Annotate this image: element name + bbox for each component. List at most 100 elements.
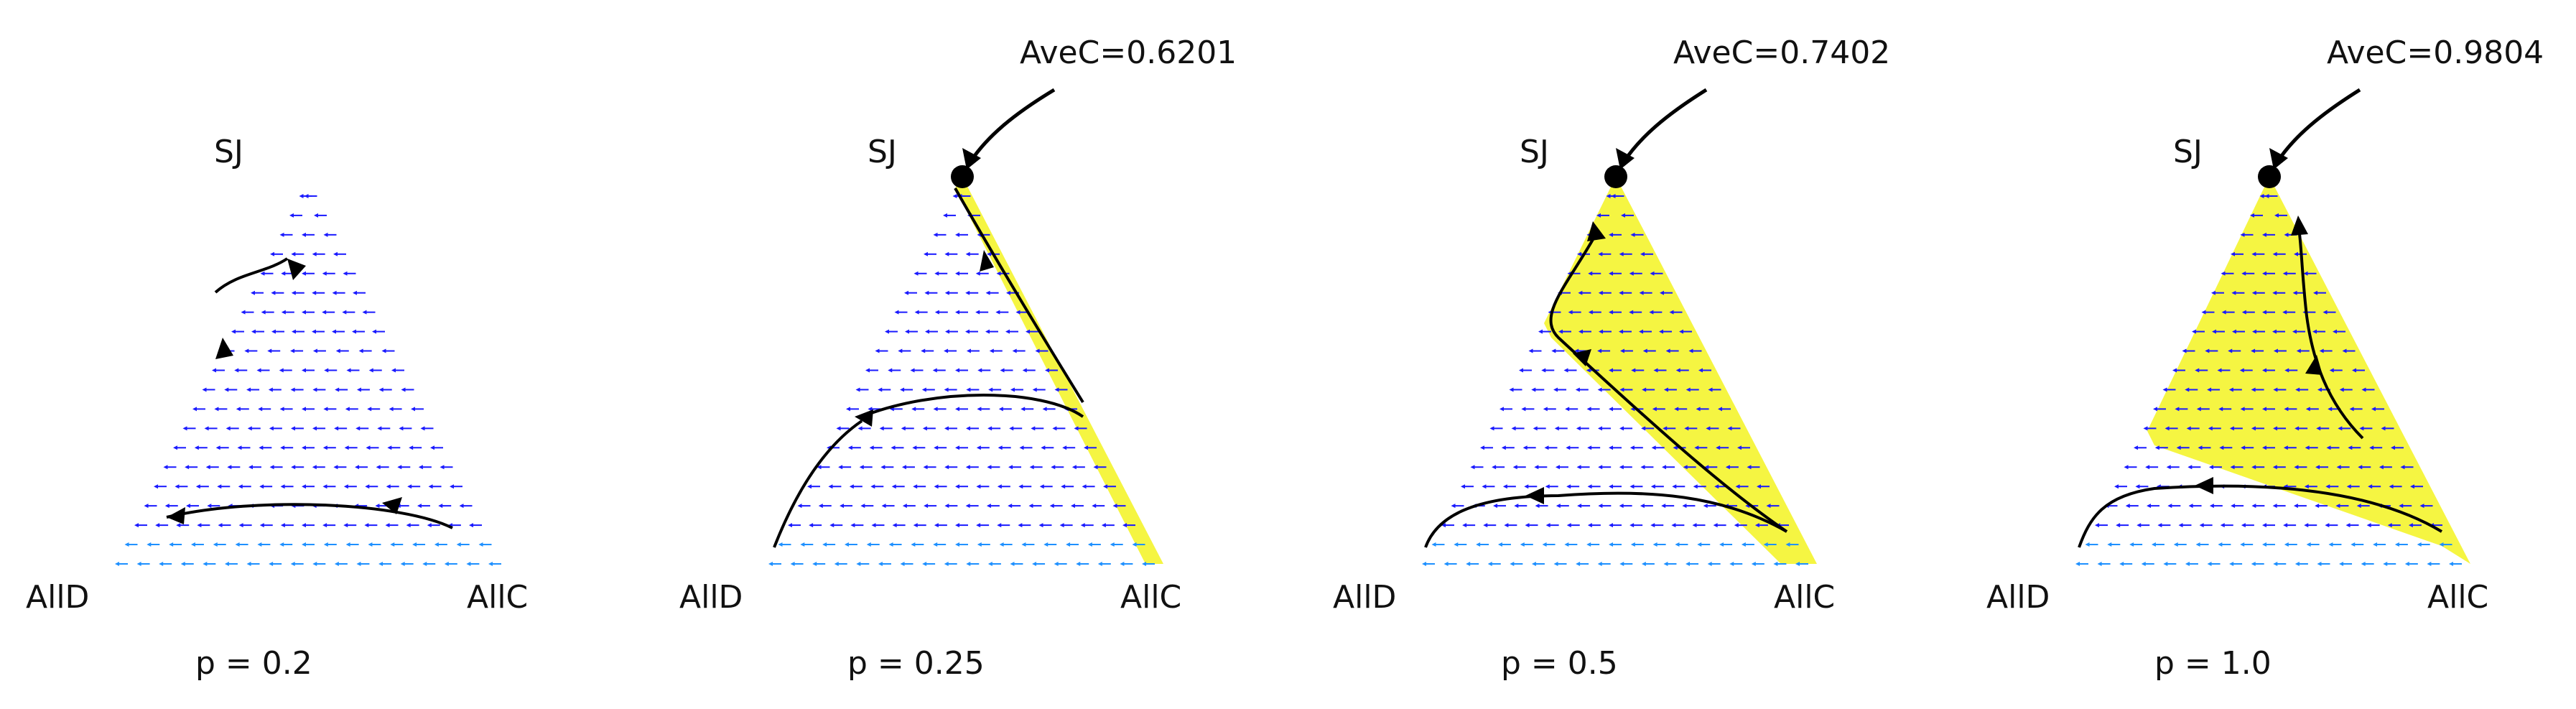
vertex-label-top: SJ bbox=[2173, 134, 2203, 170]
field-arrowhead bbox=[881, 504, 886, 509]
field-arrowhead bbox=[1704, 465, 1709, 470]
field-arrowhead bbox=[1093, 465, 1098, 470]
field-arrowhead bbox=[1650, 271, 1655, 276]
field-arrowhead bbox=[1785, 542, 1790, 547]
field-arrowhead bbox=[1556, 504, 1561, 509]
field-arrowhead bbox=[1531, 562, 1536, 566]
field-arrowhead bbox=[976, 523, 981, 528]
field-arrowhead bbox=[224, 387, 229, 392]
field-arrowhead bbox=[1619, 426, 1624, 431]
field-arrowhead bbox=[1466, 562, 1471, 566]
field-arrowhead bbox=[975, 310, 980, 315]
field-arrowhead bbox=[2361, 387, 2366, 392]
field-arrowhead bbox=[271, 290, 276, 295]
field-arrowhead bbox=[378, 562, 383, 566]
field-arrowhead bbox=[343, 484, 348, 489]
field-arrowhead bbox=[1032, 387, 1037, 392]
field-arrowhead bbox=[356, 387, 361, 392]
field-arrowhead bbox=[279, 542, 284, 547]
field-arrowhead bbox=[248, 465, 253, 470]
field-arrowhead bbox=[1734, 523, 1739, 528]
field-arrowhead bbox=[1544, 445, 1549, 450]
field-arrowhead bbox=[836, 426, 841, 431]
field-arrowhead bbox=[1716, 445, 1721, 450]
field-arrowhead bbox=[933, 232, 938, 237]
field-arrowhead bbox=[976, 484, 981, 489]
field-arrowhead bbox=[2292, 290, 2297, 295]
field-arrowhead bbox=[1609, 310, 1613, 315]
field-arrowhead bbox=[1522, 445, 1528, 450]
field-arrowhead bbox=[290, 348, 295, 353]
field-arrowhead bbox=[847, 445, 852, 450]
field-arrowhead bbox=[322, 271, 327, 276]
field-arrowhead bbox=[788, 523, 792, 528]
field-arrowhead bbox=[2241, 523, 2246, 528]
field-arrowhead bbox=[2359, 426, 2364, 431]
field-arrowhead bbox=[1619, 329, 1623, 334]
vertex-label-left: AllD bbox=[679, 579, 743, 616]
field-arrowhead bbox=[965, 465, 970, 470]
field-arrowhead bbox=[2339, 387, 2344, 392]
field-arrowhead bbox=[2317, 387, 2322, 392]
field-arrowhead bbox=[870, 484, 875, 489]
field-arrowhead bbox=[1538, 329, 1543, 334]
field-arrowhead bbox=[1663, 562, 1668, 566]
field-arrowhead bbox=[2399, 504, 2404, 509]
field-arrowhead bbox=[952, 193, 957, 198]
field-arrowhead bbox=[292, 329, 296, 334]
field-arrowhead bbox=[1031, 426, 1036, 431]
field-arrowhead bbox=[2207, 562, 2212, 566]
field-arrowhead bbox=[822, 542, 827, 547]
field-arrowhead bbox=[1519, 368, 1523, 373]
field-arrowhead bbox=[868, 407, 873, 412]
field-arrowhead bbox=[2231, 290, 2236, 295]
field-arrowhead bbox=[891, 484, 896, 489]
field-arrowhead bbox=[1502, 484, 1507, 489]
field-arrowhead bbox=[1087, 542, 1092, 547]
field-arrowhead bbox=[2262, 368, 2266, 373]
field-arrowhead bbox=[1565, 407, 1570, 412]
field-arrowhead bbox=[2208, 465, 2213, 470]
field-arrowhead bbox=[871, 523, 876, 528]
field-arrowhead bbox=[362, 310, 367, 315]
field-arrowhead bbox=[456, 542, 461, 547]
field-arrowhead bbox=[469, 523, 473, 528]
field-arrowhead bbox=[812, 562, 817, 566]
field-arrowhead bbox=[2282, 310, 2287, 315]
field-arrowhead bbox=[2449, 562, 2453, 566]
field-arrowhead bbox=[147, 542, 152, 547]
field-arrowhead bbox=[345, 542, 350, 547]
field-arrowhead bbox=[1669, 310, 1674, 315]
field-arrowhead bbox=[312, 348, 317, 353]
field-arrowhead bbox=[1045, 368, 1049, 373]
field-arrowhead bbox=[944, 504, 949, 509]
field-arrowhead bbox=[353, 290, 357, 295]
field-arrowhead bbox=[1684, 426, 1689, 431]
field-arrowhead bbox=[1101, 523, 1106, 528]
field-arrowhead bbox=[1665, 348, 1670, 353]
field-arrowhead bbox=[2387, 523, 2392, 528]
field-arrowhead bbox=[261, 310, 266, 315]
field-arrowhead bbox=[1640, 465, 1645, 470]
field-arrowhead bbox=[281, 310, 286, 315]
field-arrowhead bbox=[1619, 504, 1624, 509]
field-arrowhead bbox=[1587, 445, 1592, 450]
field-arrowhead bbox=[1082, 484, 1087, 489]
field-arrowhead bbox=[2251, 562, 2256, 566]
field-arrowhead bbox=[2272, 504, 2277, 509]
field-arrowhead bbox=[888, 368, 893, 373]
field-arrowhead bbox=[1422, 562, 1426, 566]
field-arrowhead bbox=[2368, 484, 2373, 489]
field-arrowhead bbox=[2325, 484, 2330, 489]
field-arrowhead bbox=[314, 213, 318, 218]
field-arrowhead bbox=[1564, 542, 1569, 547]
field-arrowhead bbox=[324, 368, 329, 373]
field-arrowhead bbox=[1577, 504, 1582, 509]
field-arrowhead bbox=[2273, 426, 2278, 431]
field-arrowhead bbox=[1629, 484, 1635, 489]
field-arrowhead bbox=[355, 465, 360, 470]
field-arrowhead bbox=[1451, 504, 1456, 509]
field-arrowhead bbox=[1049, 504, 1054, 509]
field-arrowhead bbox=[194, 445, 199, 450]
field-arrowhead bbox=[1642, 348, 1647, 353]
